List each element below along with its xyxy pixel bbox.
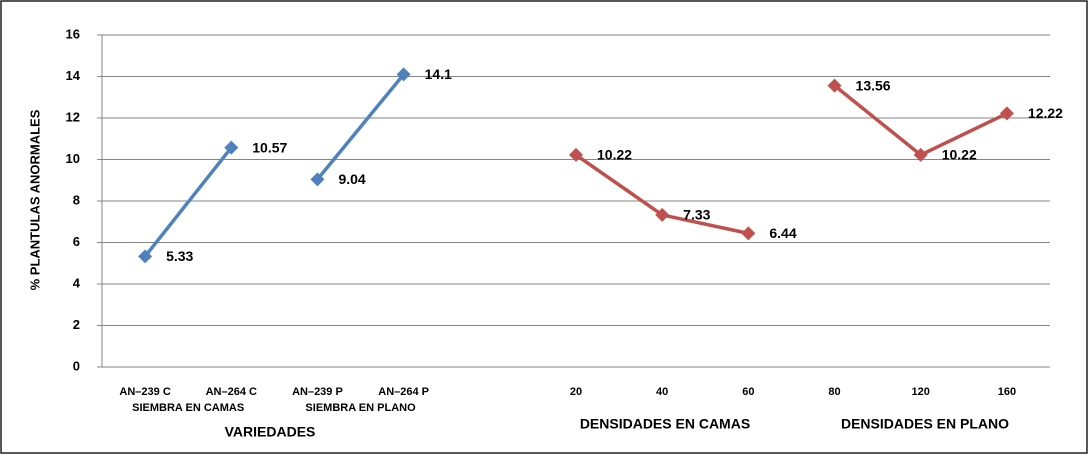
data-label: 10.22 — [942, 147, 977, 163]
x-tick-label: AN–239 C — [119, 386, 170, 398]
y-tick-label: 8 — [73, 192, 80, 207]
group-label: SIEMBRA EN PLANO — [305, 402, 416, 414]
data-label: 5.33 — [166, 248, 193, 264]
marker — [224, 140, 239, 155]
marker — [396, 67, 411, 82]
x-axis-title: DENSIDADES EN PLANO — [841, 416, 1009, 432]
x-tick-label: 80 — [828, 386, 840, 398]
x-tick-label: 120 — [912, 386, 930, 398]
data-label: 6.44 — [769, 225, 796, 241]
y-tick-label: 10 — [66, 151, 80, 166]
group-label: SIEMBRA EN CAMAS — [132, 402, 244, 414]
x-tick-label: 160 — [998, 386, 1016, 398]
x-tick-label: 40 — [656, 386, 668, 398]
x-tick-label: 20 — [570, 386, 582, 398]
marker — [310, 172, 325, 187]
y-tick-label: 12 — [66, 109, 80, 124]
x-axis-title: VARIEDADES — [225, 424, 316, 440]
y-tick-label: 6 — [73, 234, 80, 249]
x-tick-label: AN–239 P — [292, 386, 343, 398]
marker — [999, 106, 1014, 121]
marker — [655, 207, 670, 222]
data-label: 10.57 — [252, 139, 287, 155]
y-tick-label: 0 — [73, 358, 80, 373]
x-axis-title: DENSIDADES EN CAMAS — [580, 416, 750, 432]
series-line — [316, 73, 405, 181]
data-label: 12.22 — [1028, 105, 1063, 121]
marker — [569, 147, 583, 162]
marker — [138, 249, 153, 264]
data-label: 14.1 — [425, 66, 452, 82]
y-axis-title: % PLANTULAS ANORMALES — [27, 109, 42, 290]
marker — [913, 147, 928, 162]
x-tick-label: 60 — [742, 386, 754, 398]
data-label: 9.04 — [338, 171, 365, 187]
data-label: 13.56 — [856, 77, 891, 93]
data-label: 7.33 — [683, 207, 710, 223]
y-tick-label: 14 — [66, 68, 81, 83]
data-label: 10.22 — [597, 147, 632, 163]
marker — [741, 226, 756, 241]
x-tick-label: AN–264 C — [206, 386, 257, 398]
series-line — [143, 146, 233, 258]
y-tick-label: 16 — [66, 26, 80, 41]
y-tick-label: 4 — [73, 275, 81, 290]
x-tick-label: AN–264 P — [378, 386, 429, 398]
marker — [827, 78, 842, 93]
y-tick-label: 2 — [73, 317, 80, 332]
